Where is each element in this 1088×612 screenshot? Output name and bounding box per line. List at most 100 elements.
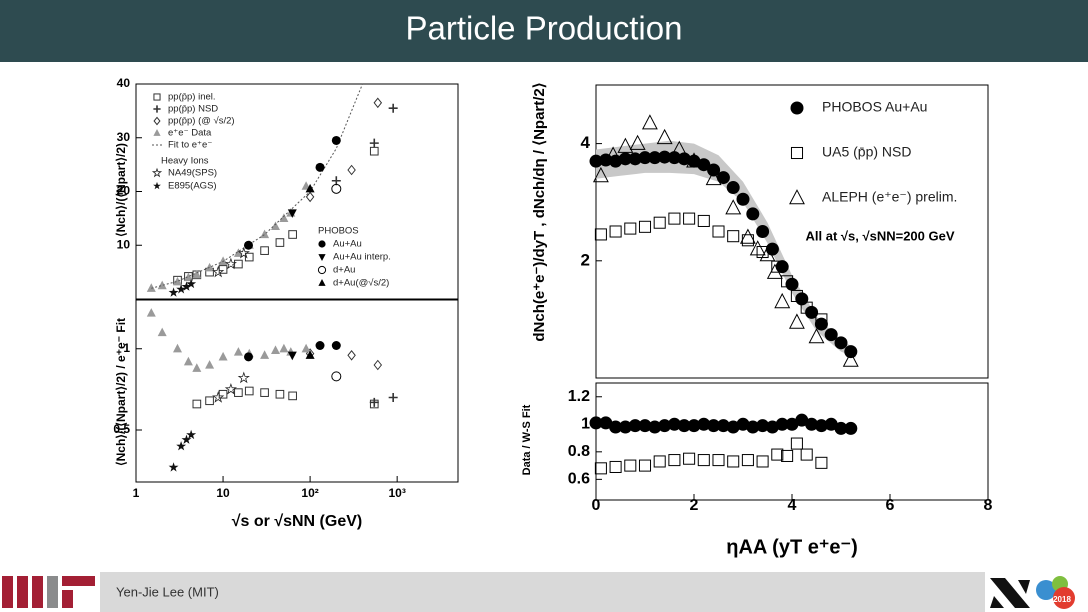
marker-triangle-open — [605, 146, 622, 162]
marker-diamond — [373, 359, 383, 371]
marker-dot — [746, 207, 760, 221]
marker-square — [205, 396, 214, 406]
marker-square — [624, 459, 637, 472]
marker-triangle — [146, 308, 156, 317]
marker-triangle — [183, 356, 193, 366]
marker-dot — [667, 151, 681, 165]
legend-header: Heavy Ions — [161, 156, 209, 167]
marker-star-open — [151, 167, 163, 178]
y-tick-label: 0.6 — [568, 471, 590, 488]
legend-label: d+Au(@√s/2) — [333, 278, 389, 289]
marker-triangle — [205, 360, 215, 369]
marker-cross — [369, 397, 379, 407]
marker-triangle — [301, 343, 311, 353]
marker-square — [594, 228, 607, 241]
x-tick-label: 0 — [592, 497, 601, 514]
marker-dot — [814, 419, 828, 433]
marker-dot — [756, 419, 770, 433]
marker-triangle-open — [788, 313, 805, 329]
marker-square — [275, 389, 285, 399]
marker-dot — [814, 317, 828, 331]
y-tick-label: 4 — [581, 133, 591, 152]
marker-square — [234, 388, 243, 397]
marker-square — [741, 454, 754, 467]
marker-square — [697, 214, 710, 227]
marker-square — [771, 260, 784, 273]
marker-star-open — [224, 257, 237, 270]
marker-square — [668, 454, 681, 467]
marker-triangle — [173, 276, 182, 286]
marker-dot — [658, 150, 672, 164]
marker-star — [168, 462, 179, 472]
marker-square — [800, 448, 813, 461]
marker-triangle-open — [749, 240, 766, 256]
marker-diamond — [347, 349, 356, 361]
marker-star — [153, 181, 161, 190]
marker-dot — [765, 420, 779, 434]
marker-triangle — [260, 350, 270, 359]
y-axis-label: Data / W-S Fit — [521, 404, 533, 475]
marker-dot — [716, 171, 730, 185]
marker-square — [727, 230, 740, 243]
marker-square — [594, 462, 607, 475]
legend-label: UA5 (p̄p) NSD — [822, 144, 911, 160]
marker-dot — [677, 419, 691, 433]
marker-square — [815, 313, 828, 326]
marker-triangle — [305, 183, 315, 193]
marker-triangle — [192, 363, 202, 372]
y-tick-label: 1 — [581, 416, 590, 433]
marker-dot — [331, 341, 341, 350]
marker-dot — [765, 242, 779, 256]
marker-dot — [756, 225, 770, 238]
marker-square — [790, 146, 804, 160]
legend-label: pp(p̄p) NSD — [168, 104, 218, 115]
marker-star — [168, 287, 179, 297]
x-tick-label: 10³ — [388, 486, 405, 500]
marker-star-open — [212, 391, 225, 403]
y-axis-label: dNch(e⁺e⁻)/dyT , dNch/dη / ⟨Npart/2⟩ — [531, 82, 548, 341]
marker-dot — [736, 192, 750, 206]
marker-square — [234, 259, 243, 269]
marker-triangle — [305, 350, 315, 359]
legend-label: Au+Au interp. — [333, 252, 391, 263]
marker-dot — [589, 154, 603, 168]
marker-cross — [388, 103, 398, 113]
marker-dot — [599, 416, 613, 430]
marker-triangle — [173, 343, 182, 353]
marker-star — [186, 429, 197, 440]
marker-dot — [726, 420, 740, 434]
x-tick-label: 10 — [216, 486, 230, 500]
marker-triangle — [205, 262, 215, 272]
legend-label: Au+Au — [333, 239, 362, 250]
marker-dot — [315, 162, 325, 172]
marker-triangle-down — [287, 209, 297, 218]
marker-triangle-open — [656, 128, 673, 145]
marker-dot — [775, 417, 789, 431]
marker-triangle-open — [766, 263, 783, 279]
y-tick-label: 1 — [123, 341, 130, 355]
marker-dot — [775, 260, 789, 274]
marker-square — [683, 452, 696, 465]
marker-triangle — [157, 327, 167, 337]
marker-square — [288, 391, 297, 401]
marker-square — [800, 301, 813, 314]
marker-square — [153, 93, 161, 101]
marker-dot — [834, 336, 848, 350]
header-bar — [0, 0, 1088, 62]
marker-dot — [795, 413, 809, 427]
annotation: All at √s, √sNN=200 GeV — [805, 228, 954, 243]
legend-label: E895(AGS) — [168, 181, 217, 192]
marker-triangle — [157, 280, 167, 290]
left-figure — [118, 70, 472, 540]
marker-star — [181, 281, 192, 291]
marker-square — [260, 388, 269, 397]
legend-label: e⁺e⁻ Data — [168, 128, 212, 139]
marker-triangle-open — [774, 292, 791, 309]
marker-dot — [716, 419, 730, 433]
marker-square — [697, 454, 710, 467]
y-tick-label: 0.5 — [113, 422, 130, 436]
marker-triangle — [271, 221, 280, 230]
legend-label: pp(p̄p) (@ √s/2) — [168, 116, 235, 127]
y-tick-label: 10 — [117, 237, 131, 251]
